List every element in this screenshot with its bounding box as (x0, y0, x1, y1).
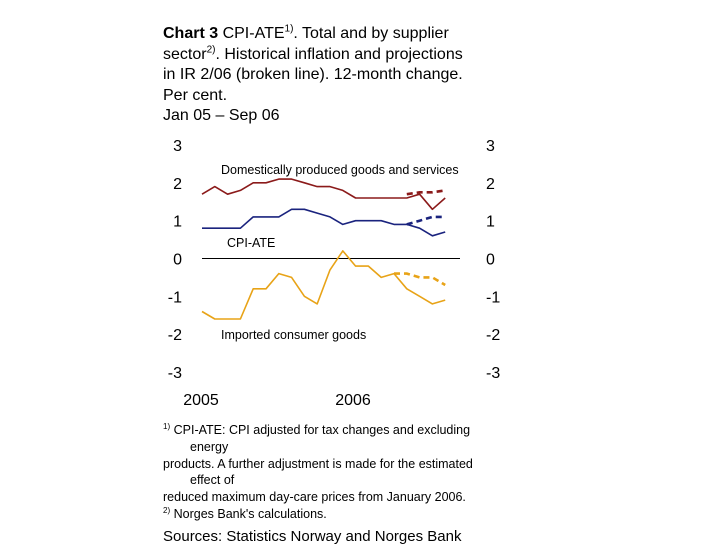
footnote-1-text-e: reduced maximum day-care prices from Jan… (163, 490, 466, 505)
title-line3: in IR 2/06 (broken line). 12-month chang… (163, 66, 463, 84)
x-tick-label: 2005 (183, 392, 219, 409)
title-footnote-1: 1) (284, 23, 294, 35)
y-tick-label-left: 3 (173, 138, 182, 155)
y-tick-label-right: 1 (486, 214, 495, 231)
title-sector: sector (163, 45, 207, 63)
title-line1-rest: . Total and by supplier (293, 25, 449, 42)
y-tick-label-right: 2 (486, 176, 495, 193)
label-imported-goods: Imported consumer goods (221, 328, 366, 342)
title-cpiate: CPI-ATE (222, 25, 285, 42)
y-tick-label-right: 3 (486, 138, 495, 155)
series-line-cpiate (202, 208, 446, 237)
title-date-range: Jan 05 – Sep 06 (163, 107, 280, 125)
y-tick-label-left: -3 (168, 365, 182, 382)
footnote-1-text-b: energy (190, 439, 229, 454)
y-tick-label-right: -2 (486, 327, 500, 344)
footnote-1-text-c: products. A further adjustment is made f… (163, 456, 473, 471)
x-tick-label: 2006 (335, 392, 371, 409)
title-footnote-2: 2) (206, 44, 216, 56)
y-tick-label-left: -1 (168, 289, 182, 306)
series-line-domestic (201, 178, 446, 211)
y-tick-label-right: 0 (486, 252, 495, 269)
y-tick-label-right: -1 (486, 289, 500, 306)
label-domestic-goods: Domestically produced goods and services (221, 163, 459, 177)
footnotes: 1) CPI-ATE: CPI adjusted for tax changes… (163, 422, 523, 523)
projection-line-imported (394, 272, 446, 287)
footnote-2-marker: 2) (163, 505, 171, 515)
footnote-1-text-d: effect of (190, 473, 235, 488)
y-tick-label-left: -2 (168, 327, 182, 344)
title-line4: Per cent. (163, 86, 228, 104)
footnote-1-marker: 1) (163, 421, 171, 431)
projection-line-cpiate (406, 215, 446, 226)
y-tick-label-right: -3 (486, 365, 500, 382)
footnote-2-text: Norges Bank's calculations. (173, 506, 327, 521)
chart-number: Chart 3 (163, 25, 219, 42)
chart-title: Chart 3 CPI-ATE1). Total and by supplier… (163, 24, 523, 127)
footnote-1-text-a: CPI-ATE: CPI adjusted for tax changes an… (173, 423, 471, 437)
label-cpi-ate: CPI-ATE (227, 236, 275, 250)
sources-note: Sources: Statistics Norway and Norges Ba… (163, 528, 462, 545)
series-line-imported (201, 250, 446, 320)
y-tick-label-left: 2 (173, 176, 182, 193)
y-tick-label-left: 1 (173, 214, 182, 231)
projection-line-domestic (406, 189, 446, 196)
y-tick-label-left: 0 (173, 252, 182, 269)
title-line2-rest: . Historical inflation and projections (215, 45, 463, 63)
